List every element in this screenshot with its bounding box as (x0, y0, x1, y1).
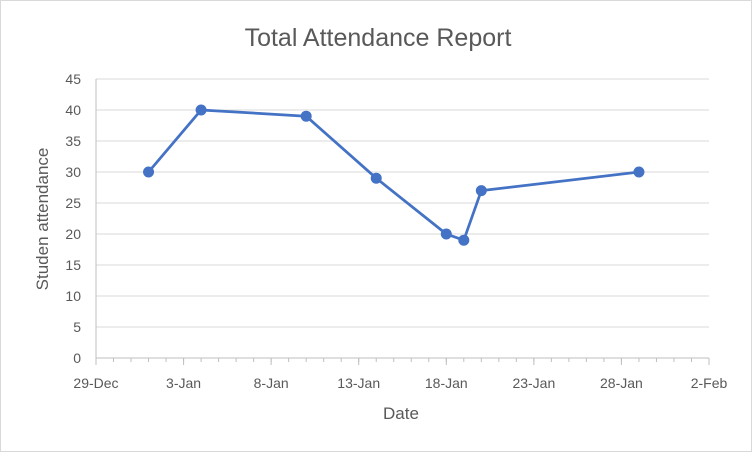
y-axis-title: Studen attendance (33, 148, 52, 291)
y-tick-label: 15 (65, 257, 81, 273)
y-tick-labels: 0 5 10 15 20 25 30 35 40 45 (65, 71, 81, 366)
series-line (147, 108, 640, 242)
x-tick-labels: 29-Dec 3-Jan 8-Jan 13-Jan 18-Jan 23-Jan 28-Jan… (73, 375, 727, 391)
x-tick-label: 29-Dec (73, 375, 118, 391)
x-tick-label: 8-Jan (254, 375, 289, 391)
y-tick-label: 30 (65, 164, 81, 180)
data-point (300, 110, 312, 122)
series-layer (143, 104, 645, 246)
x-tick-label: 2-Feb (691, 375, 728, 391)
data-point (370, 172, 382, 184)
y-tick-label: 35 (65, 133, 81, 149)
y-tick-label: 0 (73, 350, 81, 366)
axes (95, 79, 710, 365)
x-tick-label: 13-Jan (337, 375, 380, 391)
x-tick-label: 23-Jan (512, 375, 555, 391)
data-point (458, 234, 470, 246)
data-point (195, 104, 207, 116)
y-tick-label: 25 (65, 195, 81, 211)
data-point (440, 228, 452, 240)
y-tick-label: 20 (65, 226, 81, 242)
data-point (633, 166, 645, 178)
gridlines (96, 78, 709, 328)
x-tick-label: 28-Jan (600, 375, 643, 391)
y-tick-label: 10 (65, 288, 81, 304)
data-point (143, 166, 155, 178)
y-tick-label: 45 (65, 71, 81, 87)
chart-title: Total Attendance Report (245, 24, 512, 52)
x-tick-label: 18-Jan (425, 375, 468, 391)
data-point (475, 185, 487, 197)
y-tick-label: 5 (73, 319, 81, 335)
x-axis-title: Date (383, 404, 419, 423)
y-tick-label: 40 (65, 102, 81, 118)
x-tick-label: 3-Jan (166, 375, 201, 391)
